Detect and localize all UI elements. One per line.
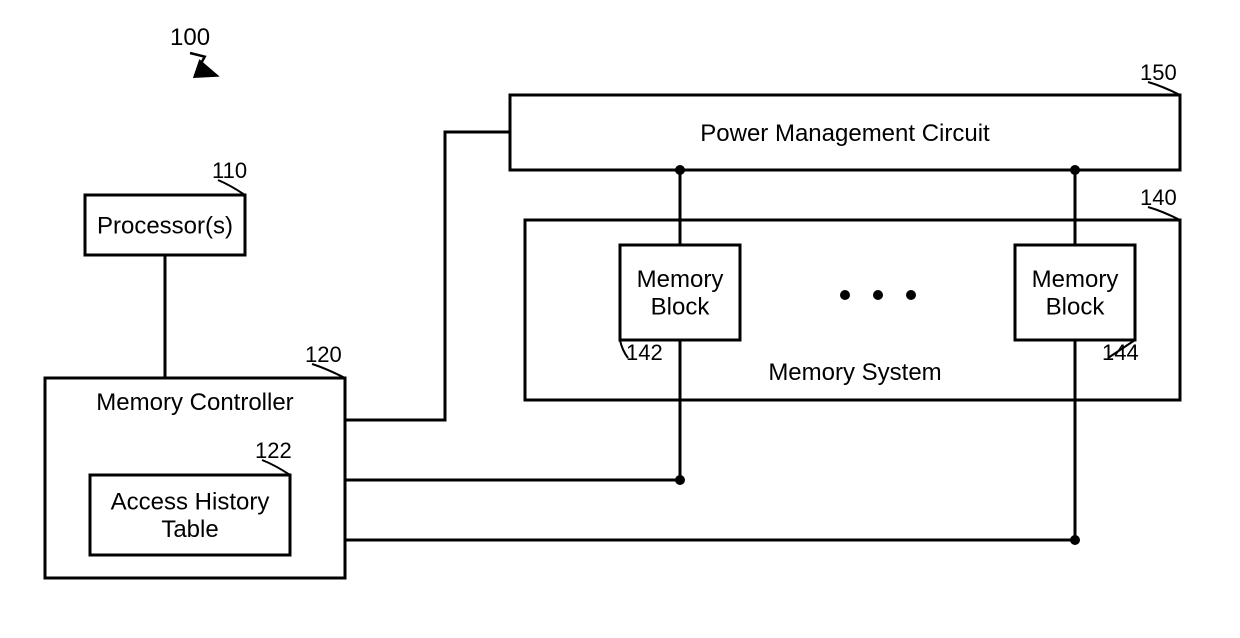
figure-ref-arrow	[190, 53, 215, 75]
refnum-142: 142	[626, 340, 663, 365]
junction-pmc-to-mb1	[675, 165, 685, 175]
node-label-memory_controller: Memory Controller	[96, 389, 293, 416]
node-label-processor: Processor(s)	[97, 212, 233, 239]
junction-pmc-to-mb2	[1070, 165, 1080, 175]
node-access_history_table: Access HistoryTable	[90, 475, 290, 555]
node-power_mgmt: Power Management Circuit	[510, 95, 1180, 170]
node-label-memory_system: Memory System	[768, 359, 941, 386]
node-label-access_history_table-1: Table	[161, 516, 218, 543]
node-label-mem_block_2-0: Memory	[1032, 266, 1119, 293]
ellipsis-dot-0	[840, 290, 850, 300]
node-label-access_history_table-0: Access History	[111, 489, 270, 516]
ellipsis-dot-1	[873, 290, 883, 300]
refnum-150: 150	[1140, 60, 1177, 85]
refnum-122: 122	[255, 438, 292, 463]
junction-ctrl-to-mb1	[675, 475, 685, 485]
conn-ctrl-to-pmc	[345, 132, 510, 420]
node-label-mem_block_1-0: Memory	[637, 266, 724, 293]
junction-ctrl-to-mb2	[1070, 535, 1080, 545]
refnum-120: 120	[305, 342, 342, 367]
refnum-144: 144	[1102, 340, 1139, 365]
node-label-mem_block_2-1: Block	[1046, 294, 1106, 321]
refnum-140: 140	[1140, 185, 1177, 210]
node-processor: Processor(s)	[85, 195, 245, 255]
node-mem_block_1: MemoryBlock	[620, 245, 740, 340]
block-diagram: 100 Power Management Circuit Memory System…	[0, 0, 1240, 638]
refnum-110: 110	[212, 158, 247, 183]
ellipsis-dot-2	[906, 290, 916, 300]
figure-ref-100: 100	[170, 24, 210, 51]
node-label-power_mgmt: Power Management Circuit	[700, 120, 990, 147]
node-mem_block_2: MemoryBlock	[1015, 245, 1135, 340]
node-label-mem_block_1-1: Block	[651, 294, 711, 321]
